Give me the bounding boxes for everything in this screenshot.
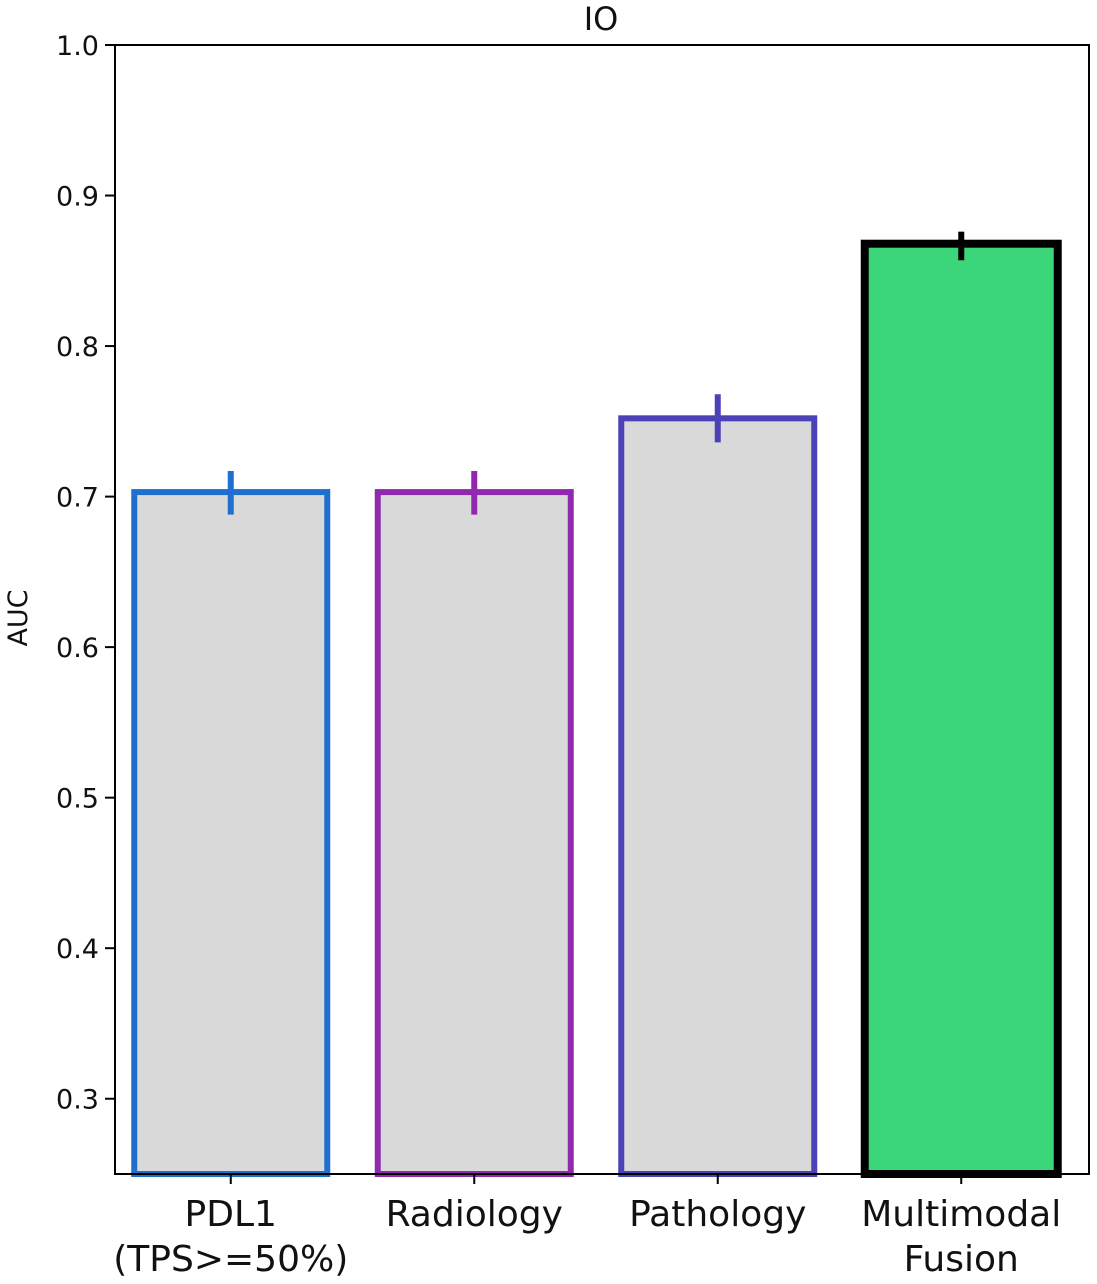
x-tick-label: Multimodal [861, 1194, 1061, 1235]
errorbars-layer [227, 231, 965, 515]
y-axis-title: AUC [3, 589, 34, 646]
y-tick-label: 0.6 [56, 633, 99, 664]
y-tick-label: 0.8 [56, 332, 99, 363]
x-tick-label: Fusion [904, 1239, 1019, 1280]
y-tick-label: 0.4 [56, 934, 99, 965]
bars-layer [131, 239, 1062, 1179]
y-tick-label: 0.5 [56, 784, 99, 815]
x-axis: PDL1(TPS>=50%) Radiology Pathology Multimod… [113, 1174, 1061, 1280]
bar [860, 239, 1062, 1179]
y-tick-label: 0.9 [56, 182, 99, 213]
bar [131, 489, 331, 1178]
y-tick-label: 0.3 [56, 1085, 99, 1116]
y-tick-label: 1.0 [56, 31, 99, 62]
x-tick-label: Radiology [386, 1194, 563, 1235]
plot-frame [114, 44, 1090, 1175]
x-tick-label: Pathology [629, 1194, 806, 1235]
x-tick-label: PDL1 [185, 1194, 277, 1235]
chart-title: IO [584, 0, 619, 38]
bar [618, 415, 818, 1177]
y-tick-label: 0.7 [56, 483, 99, 514]
bar [374, 489, 574, 1178]
x-tick-label: (TPS>=50%) [113, 1239, 348, 1280]
y-axis: 0.3 0.4 0.5 0.6 0.7 0.8 0.9 1.0 [56, 31, 115, 1116]
